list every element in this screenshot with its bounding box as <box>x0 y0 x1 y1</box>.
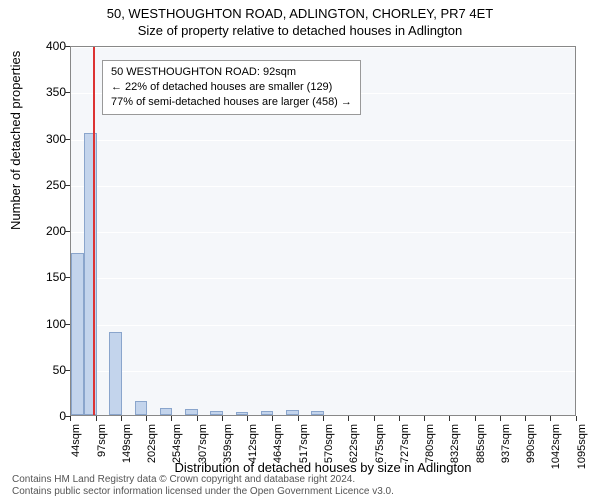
x-tick-label: 675sqm <box>374 424 386 474</box>
x-tick-mark <box>348 416 349 421</box>
x-tick-mark <box>197 416 198 421</box>
x-tick-mark <box>70 416 71 421</box>
x-tick-label: 97sqm <box>96 424 108 474</box>
info-line-3: 77% of semi-detached houses are larger (… <box>111 95 352 110</box>
gridline <box>71 186 575 187</box>
y-tick-label: 100 <box>6 317 66 331</box>
y-tick-label: 250 <box>6 178 66 192</box>
x-tick-label: 464sqm <box>272 424 284 474</box>
x-tick-mark <box>525 416 526 421</box>
info-box: 50 WESTHOUGHTON ROAD: 92sqm ← 22% of det… <box>102 60 361 115</box>
x-tick-mark <box>222 416 223 421</box>
histogram-bar <box>185 409 198 415</box>
x-tick-label: 780sqm <box>424 424 436 474</box>
x-tick-label: 937sqm <box>500 424 512 474</box>
histogram-bar <box>109 332 122 415</box>
gridline <box>71 371 575 372</box>
y-tick-label: 150 <box>6 270 66 284</box>
gridline <box>71 232 575 233</box>
x-tick-mark <box>576 416 577 421</box>
x-tick-mark <box>449 416 450 421</box>
gridline <box>71 140 575 141</box>
x-tick-label: 622sqm <box>348 424 360 474</box>
footer: Contains HM Land Registry data © Crown c… <box>12 474 394 498</box>
y-tick-mark <box>65 370 70 371</box>
histogram-bar <box>286 410 299 415</box>
x-tick-mark <box>96 416 97 421</box>
x-tick-mark <box>146 416 147 421</box>
x-tick-label: 570sqm <box>323 424 335 474</box>
x-tick-mark <box>374 416 375 421</box>
gridline <box>71 278 575 279</box>
x-tick-label: 885sqm <box>475 424 487 474</box>
y-tick-mark <box>65 185 70 186</box>
x-tick-label: 1042sqm <box>550 424 562 474</box>
y-tick-mark <box>65 139 70 140</box>
y-tick-mark <box>65 46 70 47</box>
x-tick-label: 44sqm <box>70 424 82 474</box>
x-tick-label: 202sqm <box>146 424 158 474</box>
x-tick-mark <box>247 416 248 421</box>
footer-line-2: Contains public sector information licen… <box>12 486 394 498</box>
x-tick-mark <box>121 416 122 421</box>
histogram-bar <box>210 411 223 415</box>
y-tick-label: 300 <box>6 132 66 146</box>
x-tick-label: 412sqm <box>247 424 259 474</box>
y-tick-label: 200 <box>6 224 66 238</box>
histogram-bar <box>135 401 148 415</box>
x-tick-mark <box>399 416 400 421</box>
y-tick-label: 350 <box>6 85 66 99</box>
x-tick-mark <box>171 416 172 421</box>
chart-title: 50, WESTHOUGHTON ROAD, ADLINGTON, CHORLE… <box>0 0 600 21</box>
y-tick-label: 0 <box>6 409 66 423</box>
x-tick-mark <box>475 416 476 421</box>
y-tick-label: 50 <box>6 363 66 377</box>
info-line-1: 50 WESTHOUGHTON ROAD: 92sqm <box>111 65 352 80</box>
x-tick-mark <box>550 416 551 421</box>
chart-subtitle: Size of property relative to detached ho… <box>0 21 600 38</box>
x-tick-label: 832sqm <box>449 424 461 474</box>
histogram-bar <box>311 411 324 415</box>
marker-line <box>93 47 95 415</box>
x-tick-mark <box>323 416 324 421</box>
x-tick-label: 254sqm <box>171 424 183 474</box>
y-tick-label: 400 <box>6 39 66 53</box>
x-tick-mark <box>500 416 501 421</box>
x-tick-label: 517sqm <box>298 424 310 474</box>
y-tick-mark <box>65 231 70 232</box>
x-tick-label: 359sqm <box>222 424 234 474</box>
x-tick-label: 1095sqm <box>576 424 588 474</box>
x-tick-label: 727sqm <box>399 424 411 474</box>
x-tick-mark <box>272 416 273 421</box>
y-tick-mark <box>65 277 70 278</box>
histogram-bar <box>71 253 84 415</box>
y-tick-mark <box>65 92 70 93</box>
x-tick-mark <box>298 416 299 421</box>
gridline <box>71 325 575 326</box>
info-line-2: ← 22% of detached houses are smaller (12… <box>111 80 352 95</box>
x-tick-label: 990sqm <box>525 424 537 474</box>
histogram-bar <box>160 408 173 415</box>
gridline <box>71 47 575 48</box>
histogram-bar <box>236 412 249 415</box>
x-tick-label: 307sqm <box>197 424 209 474</box>
footer-line-1: Contains HM Land Registry data © Crown c… <box>12 474 394 486</box>
x-tick-mark <box>424 416 425 421</box>
x-tick-label: 149sqm <box>121 424 133 474</box>
y-tick-mark <box>65 324 70 325</box>
chart-container: { "title": "50, WESTHOUGHTON ROAD, ADLIN… <box>0 0 600 500</box>
histogram-bar <box>261 411 274 415</box>
